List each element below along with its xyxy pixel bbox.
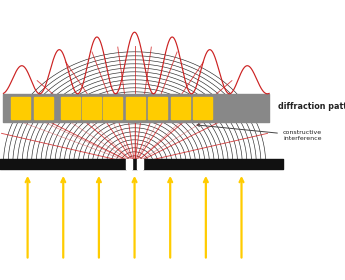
Bar — [126, 97, 145, 119]
Bar — [103, 97, 122, 119]
Text: constructive
interference: constructive interference — [197, 124, 322, 141]
Bar — [148, 97, 167, 119]
Bar — [82, 97, 101, 119]
Text: diffraction pattern: diffraction pattern — [278, 102, 345, 111]
Bar — [61, 97, 80, 119]
Bar — [194, 97, 213, 119]
Bar — [11, 97, 30, 119]
Bar — [171, 97, 190, 119]
Bar — [34, 97, 53, 119]
